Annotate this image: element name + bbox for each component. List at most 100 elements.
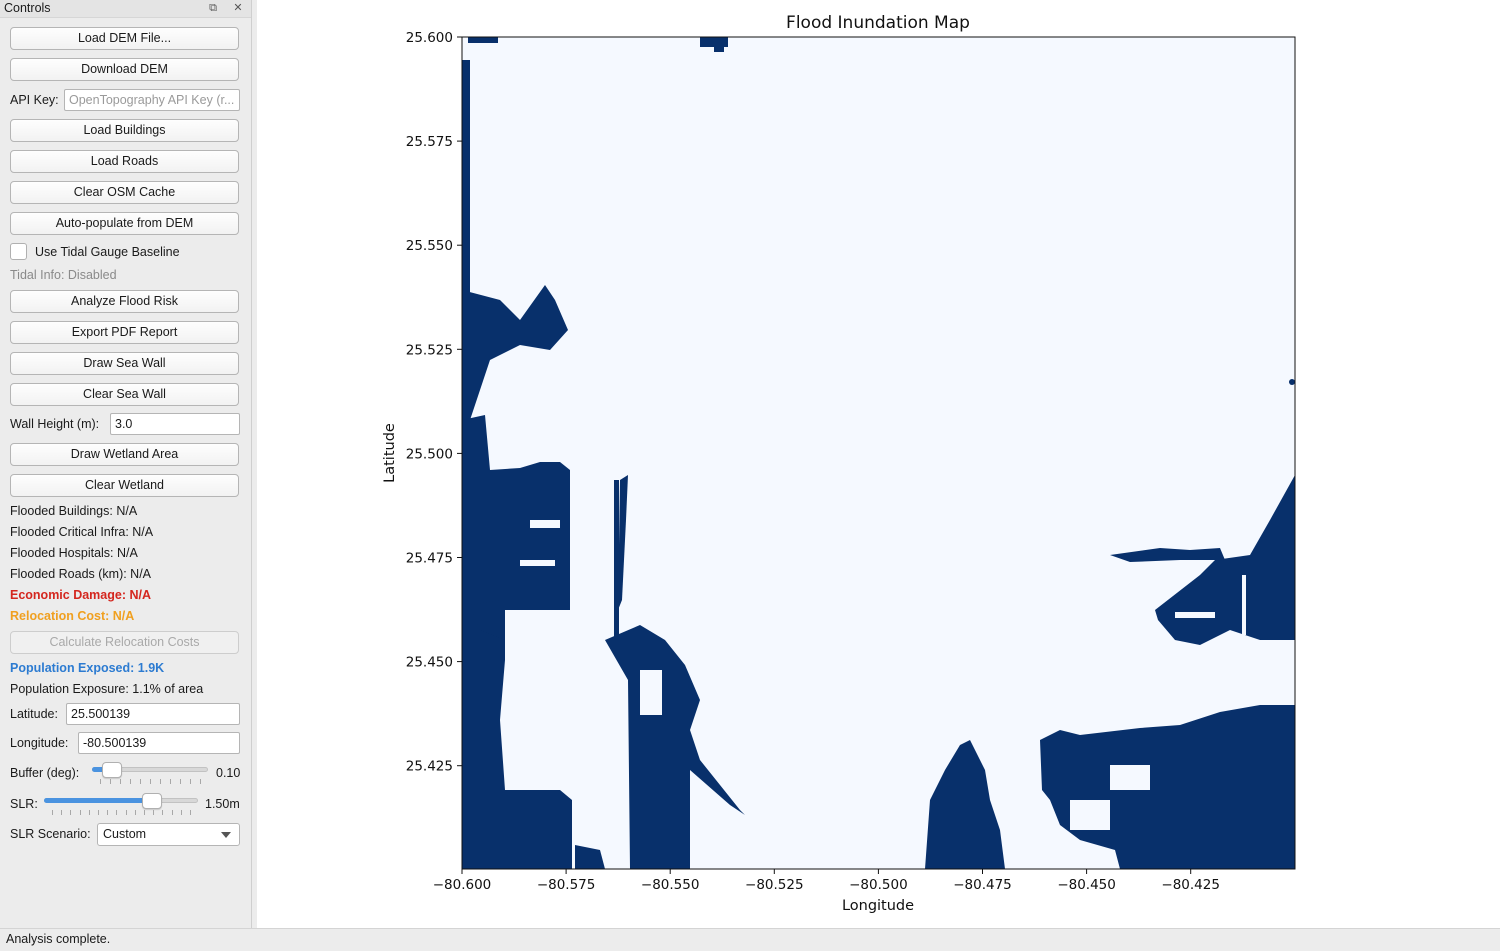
slr-slider-ticks bbox=[52, 810, 191, 815]
draw-wetland-button[interactable]: Draw Wetland Area bbox=[10, 443, 239, 466]
slider-tick bbox=[140, 779, 141, 784]
flooded-areas bbox=[462, 37, 1295, 869]
slider-tick bbox=[61, 810, 63, 815]
x-tick-label: −80.450 bbox=[1057, 877, 1116, 893]
clear-osm-cache-button[interactable]: Clear OSM Cache bbox=[10, 181, 239, 204]
economic-damage-stat: Economic Damage: N/A bbox=[10, 588, 152, 602]
slider-tick bbox=[171, 810, 173, 815]
slr-scenario-label: SLR Scenario: bbox=[10, 827, 91, 841]
flood-patch bbox=[618, 475, 628, 610]
x-tick-label: −80.550 bbox=[641, 877, 700, 893]
population-exposure-stat: Population Exposure: 1.1% of area bbox=[10, 682, 204, 696]
calculate-relocation-button[interactable]: Calculate Relocation Costs bbox=[10, 631, 239, 654]
draw-sea-wall-button[interactable]: Draw Sea Wall bbox=[10, 352, 239, 375]
slider-tick bbox=[125, 810, 127, 815]
slider-tick bbox=[88, 810, 90, 815]
y-tick-label: 25.600 bbox=[406, 30, 453, 46]
flood-patch bbox=[470, 600, 505, 640]
slr-slider-handle[interactable] bbox=[141, 793, 162, 809]
analyze-flood-risk-button[interactable]: Analyze Flood Risk bbox=[10, 290, 239, 313]
float-icon[interactable]: ⧉ bbox=[209, 2, 217, 14]
plot-title: Flood Inundation Map bbox=[786, 13, 970, 33]
x-tick-label: −80.600 bbox=[433, 877, 492, 893]
buffer-slider-handle[interactable] bbox=[101, 762, 122, 778]
dry-gap bbox=[505, 760, 527, 790]
dry-gap bbox=[1175, 612, 1215, 618]
controls-dock: Controls ⧉ ✕ Load DEM File... Download D… bbox=[0, 0, 252, 928]
latitude-label: Latitude: bbox=[10, 707, 58, 721]
dry-gap bbox=[1070, 800, 1110, 830]
plot-canvas[interactable]: Flood Inundation Map bbox=[257, 0, 1500, 928]
flood-patch bbox=[925, 740, 1005, 869]
slider-tick bbox=[160, 779, 161, 784]
y-tick-label: 25.425 bbox=[406, 759, 453, 775]
load-roads-button[interactable]: Load Roads bbox=[10, 150, 239, 173]
x-tick-label: −80.475 bbox=[953, 877, 1012, 893]
y-tick-label: 25.550 bbox=[406, 238, 453, 254]
dry-gap bbox=[1242, 575, 1246, 635]
flooded-roads-stat: Flooded Roads (km): N/A bbox=[10, 567, 152, 581]
download-dem-button[interactable]: Download DEM bbox=[10, 58, 239, 81]
flood-patch bbox=[462, 415, 572, 869]
slr-scenario-select[interactable]: Custom bbox=[97, 823, 240, 846]
load-buildings-button[interactable]: Load Buildings bbox=[10, 119, 239, 142]
dock-title-bar: Controls ⧉ ✕ bbox=[0, 0, 251, 18]
slr-slider-fill bbox=[44, 798, 152, 803]
dry-gaps bbox=[505, 520, 1246, 830]
x-tick-label: −80.425 bbox=[1161, 877, 1220, 893]
export-pdf-button[interactable]: Export PDF Report bbox=[10, 321, 239, 344]
close-icon[interactable]: ✕ bbox=[233, 2, 243, 14]
slider-tick bbox=[100, 779, 101, 784]
chevron-down-icon bbox=[221, 832, 231, 838]
api-key-input[interactable]: OpenTopography API Key (r... bbox=[64, 89, 240, 111]
slider-tick bbox=[120, 779, 121, 784]
flood-patch bbox=[614, 480, 619, 640]
longitude-input[interactable]: -80.500139 bbox=[78, 732, 240, 754]
clear-sea-wall-button[interactable]: Clear Sea Wall bbox=[10, 383, 239, 406]
relocation-cost-stat: Relocation Cost: N/A bbox=[10, 609, 135, 623]
dry-gap bbox=[530, 520, 560, 528]
buffer-value: 0.10 bbox=[216, 766, 241, 780]
dry-gap bbox=[1110, 765, 1150, 790]
y-axis-label: Latitude bbox=[382, 423, 398, 483]
wall-height-input[interactable]: 3.0 bbox=[110, 413, 240, 435]
slider-tick bbox=[190, 810, 191, 815]
x-tick-label: −80.500 bbox=[849, 877, 908, 893]
y-tick-label: 25.525 bbox=[406, 342, 453, 358]
dry-gap bbox=[640, 670, 662, 715]
y-tick-label: 25.475 bbox=[406, 551, 453, 567]
y-axis: 25.600 25.575 25.550 25.525 25.500 25.475 25.4… bbox=[406, 30, 462, 775]
slider-tick bbox=[170, 779, 171, 784]
slider-tick bbox=[134, 810, 136, 815]
flood-map-figure: Flood Inundation Map bbox=[382, 13, 1296, 914]
status-text: Analysis complete. bbox=[6, 932, 111, 946]
slider-tick bbox=[79, 810, 81, 815]
api-key-label: API Key: bbox=[10, 93, 59, 107]
slr-label: SLR: bbox=[10, 797, 38, 811]
slider-tick bbox=[116, 810, 118, 815]
x-axis: −80.600 −80.575 −80.550 −80.525 −80.500 −80.4… bbox=[433, 869, 1220, 893]
slider-tick bbox=[70, 810, 72, 815]
latitude-input[interactable]: 25.500139 bbox=[66, 703, 240, 725]
slider-tick bbox=[130, 779, 131, 784]
flooded-hospitals-stat: Flooded Hospitals: N/A bbox=[10, 546, 138, 560]
y-tick-label: 25.450 bbox=[406, 655, 453, 671]
x-tick-label: −80.575 bbox=[537, 877, 596, 893]
slider-tick bbox=[180, 810, 182, 815]
tidal-gauge-checkbox[interactable] bbox=[10, 243, 27, 260]
flood-patch bbox=[462, 285, 568, 420]
y-tick-label: 25.500 bbox=[406, 446, 453, 462]
flood-patch bbox=[468, 37, 498, 43]
slr-value: 1.50m bbox=[205, 797, 240, 811]
clear-wetland-button[interactable]: Clear Wetland bbox=[10, 474, 239, 497]
dry-gap bbox=[520, 560, 555, 566]
slider-tick bbox=[98, 810, 99, 815]
auto-populate-button[interactable]: Auto-populate from DEM bbox=[10, 212, 239, 235]
tidal-gauge-label: Use Tidal Gauge Baseline bbox=[35, 245, 180, 259]
load-dem-button[interactable]: Load DEM File... bbox=[10, 27, 239, 50]
status-bar: Analysis complete. bbox=[0, 928, 1500, 951]
slider-tick bbox=[200, 779, 201, 784]
wall-height-label: Wall Height (m): bbox=[10, 417, 100, 431]
flood-patch bbox=[575, 845, 605, 869]
flooded-critical-stat: Flooded Critical Infra: N/A bbox=[10, 525, 154, 539]
